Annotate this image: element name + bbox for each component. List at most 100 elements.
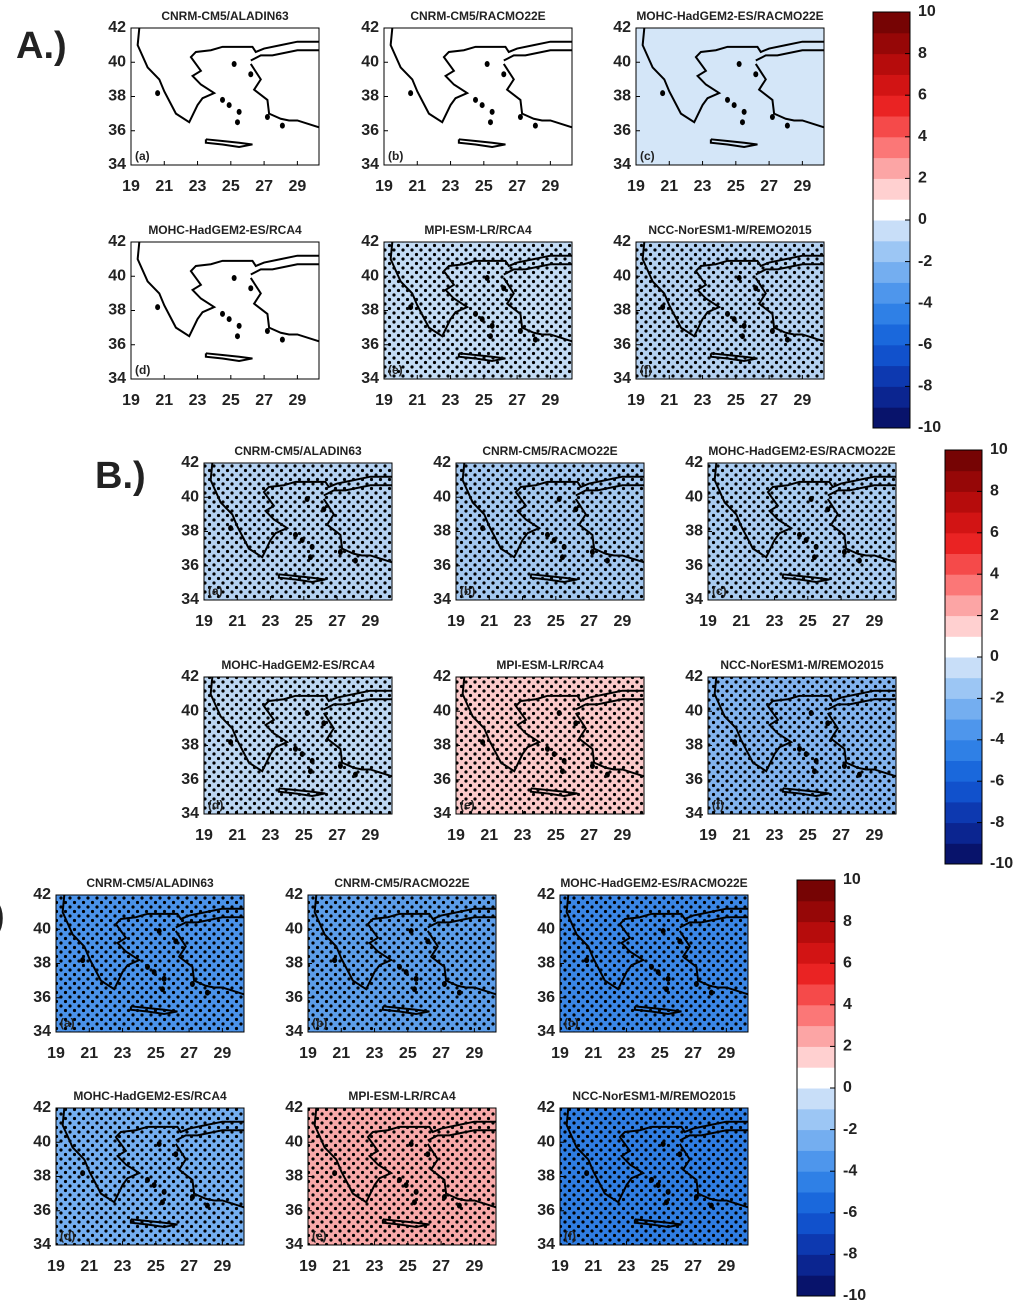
- lat-tick-label: 36: [613, 336, 631, 353]
- island: [408, 304, 414, 311]
- lat-tick-label: 34: [361, 156, 379, 173]
- island: [604, 771, 610, 778]
- lat-tick-label: 42: [613, 233, 631, 250]
- colorbar-swatch: [797, 984, 835, 1006]
- island: [80, 1170, 86, 1177]
- lat-tick-label: 34: [33, 1023, 51, 1040]
- lat-tick-label: 40: [361, 53, 379, 70]
- map-panel: MPI-ESM-LR/RCA4 (e) 34 36 38 40 42 19 21 23 25 27 29: [361, 223, 573, 409]
- lat-tick-label: 34: [613, 156, 631, 173]
- map-panel: MOHC-HadGEM2-ES/RACMO22E (c) 34 36 38 40 42 19 2…: [537, 876, 749, 1062]
- colorbar-tick-label: 4: [843, 996, 852, 1013]
- island: [708, 989, 714, 996]
- lon-tick-label: 25: [295, 613, 313, 630]
- island: [808, 495, 814, 502]
- lon-tick-label: 27: [760, 392, 778, 409]
- coastline: [679, 916, 748, 929]
- coastline: [277, 787, 326, 798]
- lon-tick-label: 23: [262, 827, 280, 844]
- island: [155, 90, 161, 97]
- lat-tick-label: 40: [613, 53, 631, 70]
- lon-tick-label: 27: [328, 613, 346, 630]
- coastline: [427, 1129, 496, 1142]
- lon-tick-label: 19: [447, 613, 465, 630]
- lat-tick-label: 40: [33, 920, 51, 937]
- lat-tick-label: 34: [361, 370, 379, 387]
- coastline: [427, 916, 496, 929]
- island: [856, 557, 862, 564]
- lat-tick-label: 42: [181, 668, 199, 685]
- island: [309, 757, 315, 764]
- island: [604, 557, 610, 564]
- island: [293, 531, 299, 538]
- coastline: [641, 27, 824, 124]
- coastline: [827, 484, 896, 497]
- map-panel: CNRM-CM5/RACMO22E (b) 34 36 38 40 42 19 21 23 25 27…: [285, 876, 497, 1062]
- lon-tick-label: 27: [832, 827, 850, 844]
- colorbar-tick-label: 2: [843, 1038, 852, 1055]
- island: [156, 1140, 162, 1147]
- island: [487, 333, 493, 340]
- island: [663, 1199, 669, 1206]
- coastline: [781, 573, 830, 584]
- lat-tick-label: 34: [685, 805, 703, 822]
- colorbar-swatch: [873, 282, 910, 304]
- map-panel: NCC-NorESM1-M/REMO2015 (f) 34 36 38 40 42 19 21 2…: [685, 658, 897, 844]
- lat-tick-label: 34: [433, 591, 451, 608]
- lon-tick-label: 23: [442, 178, 460, 195]
- island: [307, 768, 313, 775]
- coastline: [61, 1107, 244, 1204]
- lon-tick-label: 29: [717, 1045, 735, 1062]
- lon-tick-label: 21: [228, 613, 246, 630]
- colorbar: -10 -8 -6 -4 -2 0 2 4 6 8 10: [796, 871, 866, 1304]
- island: [408, 90, 414, 97]
- lat-tick-label: 40: [613, 267, 631, 284]
- lon-tick-label: 25: [475, 392, 493, 409]
- island: [226, 102, 232, 109]
- coastline: [502, 277, 573, 343]
- lon-tick-label: 25: [222, 392, 240, 409]
- panel-letter: (a): [208, 584, 223, 598]
- island: [159, 986, 165, 993]
- island: [456, 1202, 462, 1209]
- lon-tick-label: 25: [399, 1045, 417, 1062]
- island: [411, 986, 417, 993]
- island: [304, 709, 310, 716]
- island: [332, 1170, 338, 1177]
- island: [484, 60, 490, 67]
- colorbar-swatch: [945, 719, 982, 741]
- colorbar-tick-label: -2: [990, 690, 1004, 707]
- group-label: A.): [16, 25, 67, 67]
- lon-tick-label: 19: [699, 827, 717, 844]
- map-panel: MPI-ESM-LR/RCA4 (e) 34 36 38 40 42 19 21 23 25 27 29: [433, 658, 645, 844]
- colorbar-tick-label: -6: [990, 772, 1004, 789]
- island: [573, 720, 579, 727]
- island: [279, 122, 285, 129]
- lat-tick-label: 36: [181, 557, 199, 574]
- lat-tick-label: 38: [108, 302, 126, 319]
- lon-tick-label: 19: [47, 1258, 65, 1275]
- map-panel: MOHC-HadGEM2-ES/RCA4 (d) 34 36 38 40 42 19 21 23 2…: [108, 223, 320, 409]
- lat-tick-label: 36: [108, 122, 126, 139]
- lat-tick-label: 40: [361, 267, 379, 284]
- colorbar-swatch: [945, 532, 982, 554]
- colorbar-swatch: [797, 963, 835, 985]
- coastline: [826, 712, 897, 778]
- lon-tick-label: 21: [408, 178, 426, 195]
- lat-tick-label: 34: [685, 591, 703, 608]
- lat-tick-label: 34: [537, 1023, 555, 1040]
- island: [677, 938, 683, 945]
- lat-tick-label: 42: [285, 886, 303, 903]
- lat-tick-label: 40: [433, 702, 451, 719]
- island: [517, 328, 523, 335]
- lat-tick-label: 42: [108, 233, 126, 250]
- coastline: [679, 1129, 748, 1142]
- colorbar-tick-label: -2: [918, 253, 932, 270]
- island: [551, 537, 557, 544]
- island: [741, 108, 747, 115]
- lat-tick-label: 34: [108, 156, 126, 173]
- coastline: [175, 1129, 244, 1142]
- lat-tick-label: 34: [181, 591, 199, 608]
- map-panel: MOHC-HadGEM2-ES/RCA4 (d) 34 36 38 40 42 19 21 23 2…: [33, 1089, 245, 1275]
- island: [151, 969, 157, 976]
